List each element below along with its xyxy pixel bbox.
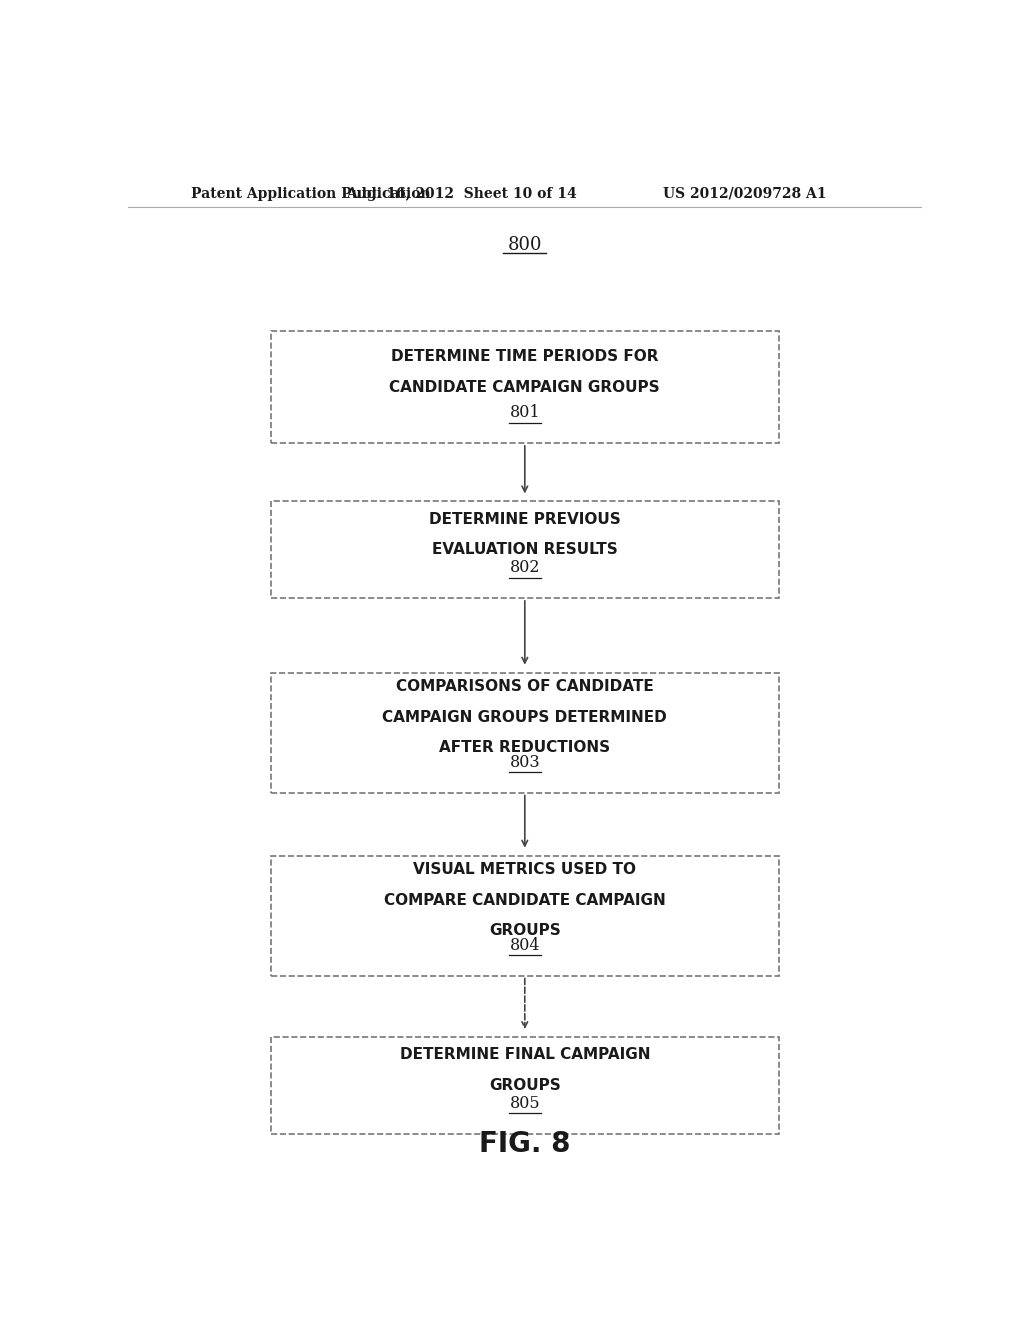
FancyBboxPatch shape: [270, 855, 778, 975]
Text: Aug. 16, 2012  Sheet 10 of 14: Aug. 16, 2012 Sheet 10 of 14: [346, 187, 577, 201]
Text: GROUPS: GROUPS: [488, 924, 561, 939]
Text: DETERMINE FINAL CAMPAIGN: DETERMINE FINAL CAMPAIGN: [399, 1047, 650, 1063]
Text: AFTER REDUCTIONS: AFTER REDUCTIONS: [439, 741, 610, 755]
Text: 801: 801: [510, 404, 540, 421]
Text: US 2012/0209728 A1: US 2012/0209728 A1: [663, 187, 826, 201]
FancyBboxPatch shape: [270, 1038, 778, 1134]
FancyBboxPatch shape: [270, 502, 778, 598]
FancyBboxPatch shape: [270, 331, 778, 444]
Text: 804: 804: [510, 937, 540, 953]
FancyBboxPatch shape: [270, 673, 778, 792]
Text: GROUPS: GROUPS: [488, 1078, 561, 1093]
Text: CANDIDATE CAMPAIGN GROUPS: CANDIDATE CAMPAIGN GROUPS: [389, 380, 660, 395]
Text: EVALUATION RESULTS: EVALUATION RESULTS: [432, 543, 617, 557]
Text: DETERMINE PREVIOUS: DETERMINE PREVIOUS: [429, 512, 621, 527]
Text: Patent Application Publication: Patent Application Publication: [191, 187, 431, 201]
Text: 805: 805: [510, 1094, 540, 1111]
Text: CAMPAIGN GROUPS DETERMINED: CAMPAIGN GROUPS DETERMINED: [382, 710, 668, 725]
Text: 802: 802: [510, 558, 540, 576]
Text: COMPARISONS OF CANDIDATE: COMPARISONS OF CANDIDATE: [396, 680, 653, 694]
Text: DETERMINE TIME PERIODS FOR: DETERMINE TIME PERIODS FOR: [391, 348, 658, 364]
Text: 800: 800: [508, 236, 542, 253]
Text: 803: 803: [510, 754, 540, 771]
Text: COMPARE CANDIDATE CAMPAIGN: COMPARE CANDIDATE CAMPAIGN: [384, 892, 666, 908]
Text: FIG. 8: FIG. 8: [479, 1130, 570, 1159]
Text: VISUAL METRICS USED TO: VISUAL METRICS USED TO: [414, 862, 636, 878]
